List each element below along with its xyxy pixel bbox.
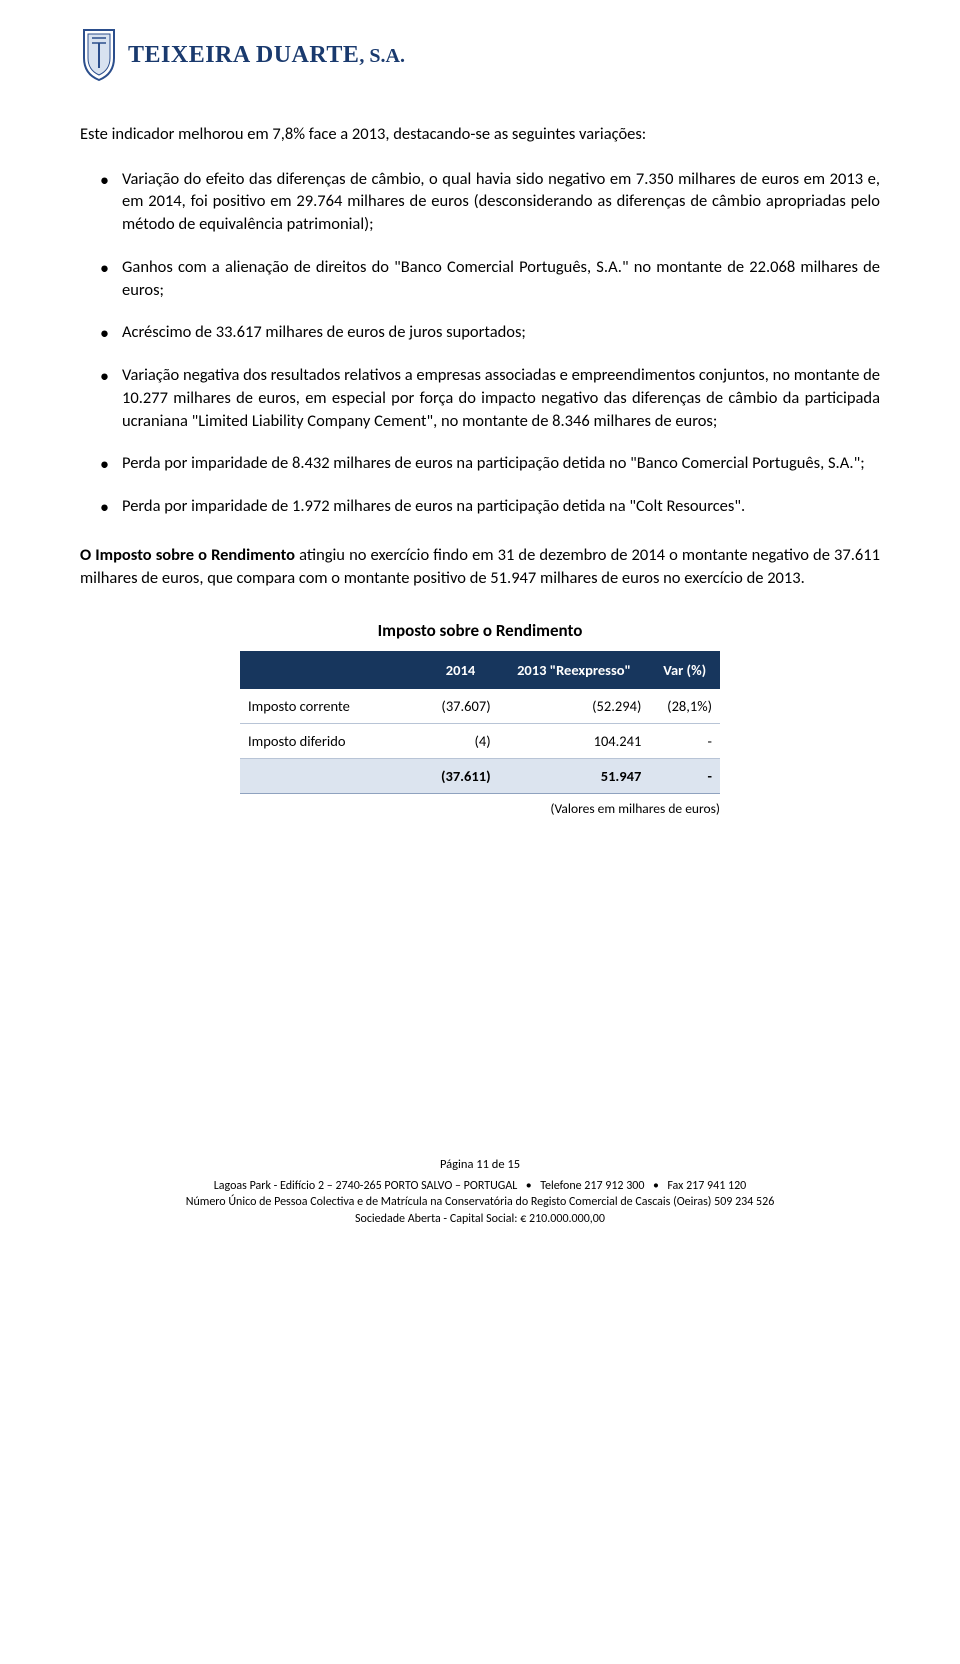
cell-label [240, 759, 422, 794]
col-header-2013: 2013 "Reexpresso" [499, 651, 650, 689]
col-header-label [240, 651, 422, 689]
list-item: Perda por imparidade de 1.972 milhares d… [80, 495, 880, 518]
list-item: Perda por imparidade de 8.432 milhares d… [80, 452, 880, 475]
table-row: Imposto corrente (37.607) (52.294) (28,1… [240, 689, 720, 724]
list-item: Variação negativa dos resultados relativ… [80, 364, 880, 432]
company-suffix: , S.A. [359, 45, 405, 67]
shield-logo-icon [80, 28, 118, 82]
table-row: Imposto diferido (4) 104.241 - [240, 724, 720, 759]
cell-2013: (52.294) [499, 689, 650, 724]
tax-table: 2014 2013 "Reexpresso" Var (%) Imposto c… [240, 651, 720, 794]
page: TEIXEIRA DUARTE, S.A. Este indicador mel… [0, 0, 960, 1664]
table-note: (Valores em milhares de euros) [240, 800, 720, 817]
document-header: TEIXEIRA DUARTE, S.A. [80, 0, 880, 106]
footer-address: Lagoas Park - Edifício 2 – 2740-265 PORT… [214, 1179, 518, 1193]
company-title: TEIXEIRA DUARTE, S.A. [128, 42, 405, 69]
cell-2014: (37.611) [422, 759, 498, 794]
cell-var: (28,1%) [649, 689, 720, 724]
table-header-row: 2014 2013 "Reexpresso" Var (%) [240, 651, 720, 689]
section-paragraph: O Imposto sobre o Rendimento atingiu no … [80, 544, 880, 590]
section-bold-lead: O Imposto sobre o Rendimento [80, 545, 295, 565]
table-title: Imposto sobre o Rendimento [240, 620, 720, 641]
cell-2013: 51.947 [499, 759, 650, 794]
dot-separator-icon: ● [653, 1180, 658, 1192]
bullet-list: Variação do efeito das diferenças de câm… [80, 168, 880, 518]
company-name: TEIXEIRA DUARTE [128, 42, 359, 68]
page-number: Página 11 de 15 [80, 1157, 880, 1172]
col-header-var: Var (%) [649, 651, 720, 689]
table-total-row: (37.611) 51.947 - [240, 759, 720, 794]
cell-label: Imposto corrente [240, 689, 422, 724]
footer-fax: Fax 217 941 120 [667, 1179, 746, 1193]
cell-var: - [649, 759, 720, 794]
cell-2014: (37.607) [422, 689, 498, 724]
cell-2013: 104.241 [499, 724, 650, 759]
footer-phone: Telefone 217 912 300 [540, 1179, 644, 1193]
footer-line-1: Lagoas Park - Edifício 2 – 2740-265 PORT… [80, 1178, 880, 1194]
footer-line-2: Número Único de Pessoa Colectiva e de Ma… [80, 1194, 880, 1210]
document-footer: Lagoas Park - Edifício 2 – 2740-265 PORT… [80, 1178, 880, 1227]
tax-table-wrap: Imposto sobre o Rendimento 2014 2013 "Re… [240, 620, 720, 817]
list-item: Ganhos com a alienação de direitos do "B… [80, 256, 880, 302]
cell-var: - [649, 724, 720, 759]
list-item: Acréscimo de 33.617 milhares de euros de… [80, 321, 880, 344]
intro-paragraph: Este indicador melhorou em 7,8% face a 2… [80, 123, 880, 146]
cell-2014: (4) [422, 724, 498, 759]
footer-line-3: Sociedade Aberta - Capital Social: € 210… [80, 1211, 880, 1227]
list-item: Variação do efeito das diferenças de câm… [80, 168, 880, 236]
dot-separator-icon: ● [526, 1180, 531, 1192]
cell-label: Imposto diferido [240, 724, 422, 759]
col-header-2014: 2014 [422, 651, 498, 689]
